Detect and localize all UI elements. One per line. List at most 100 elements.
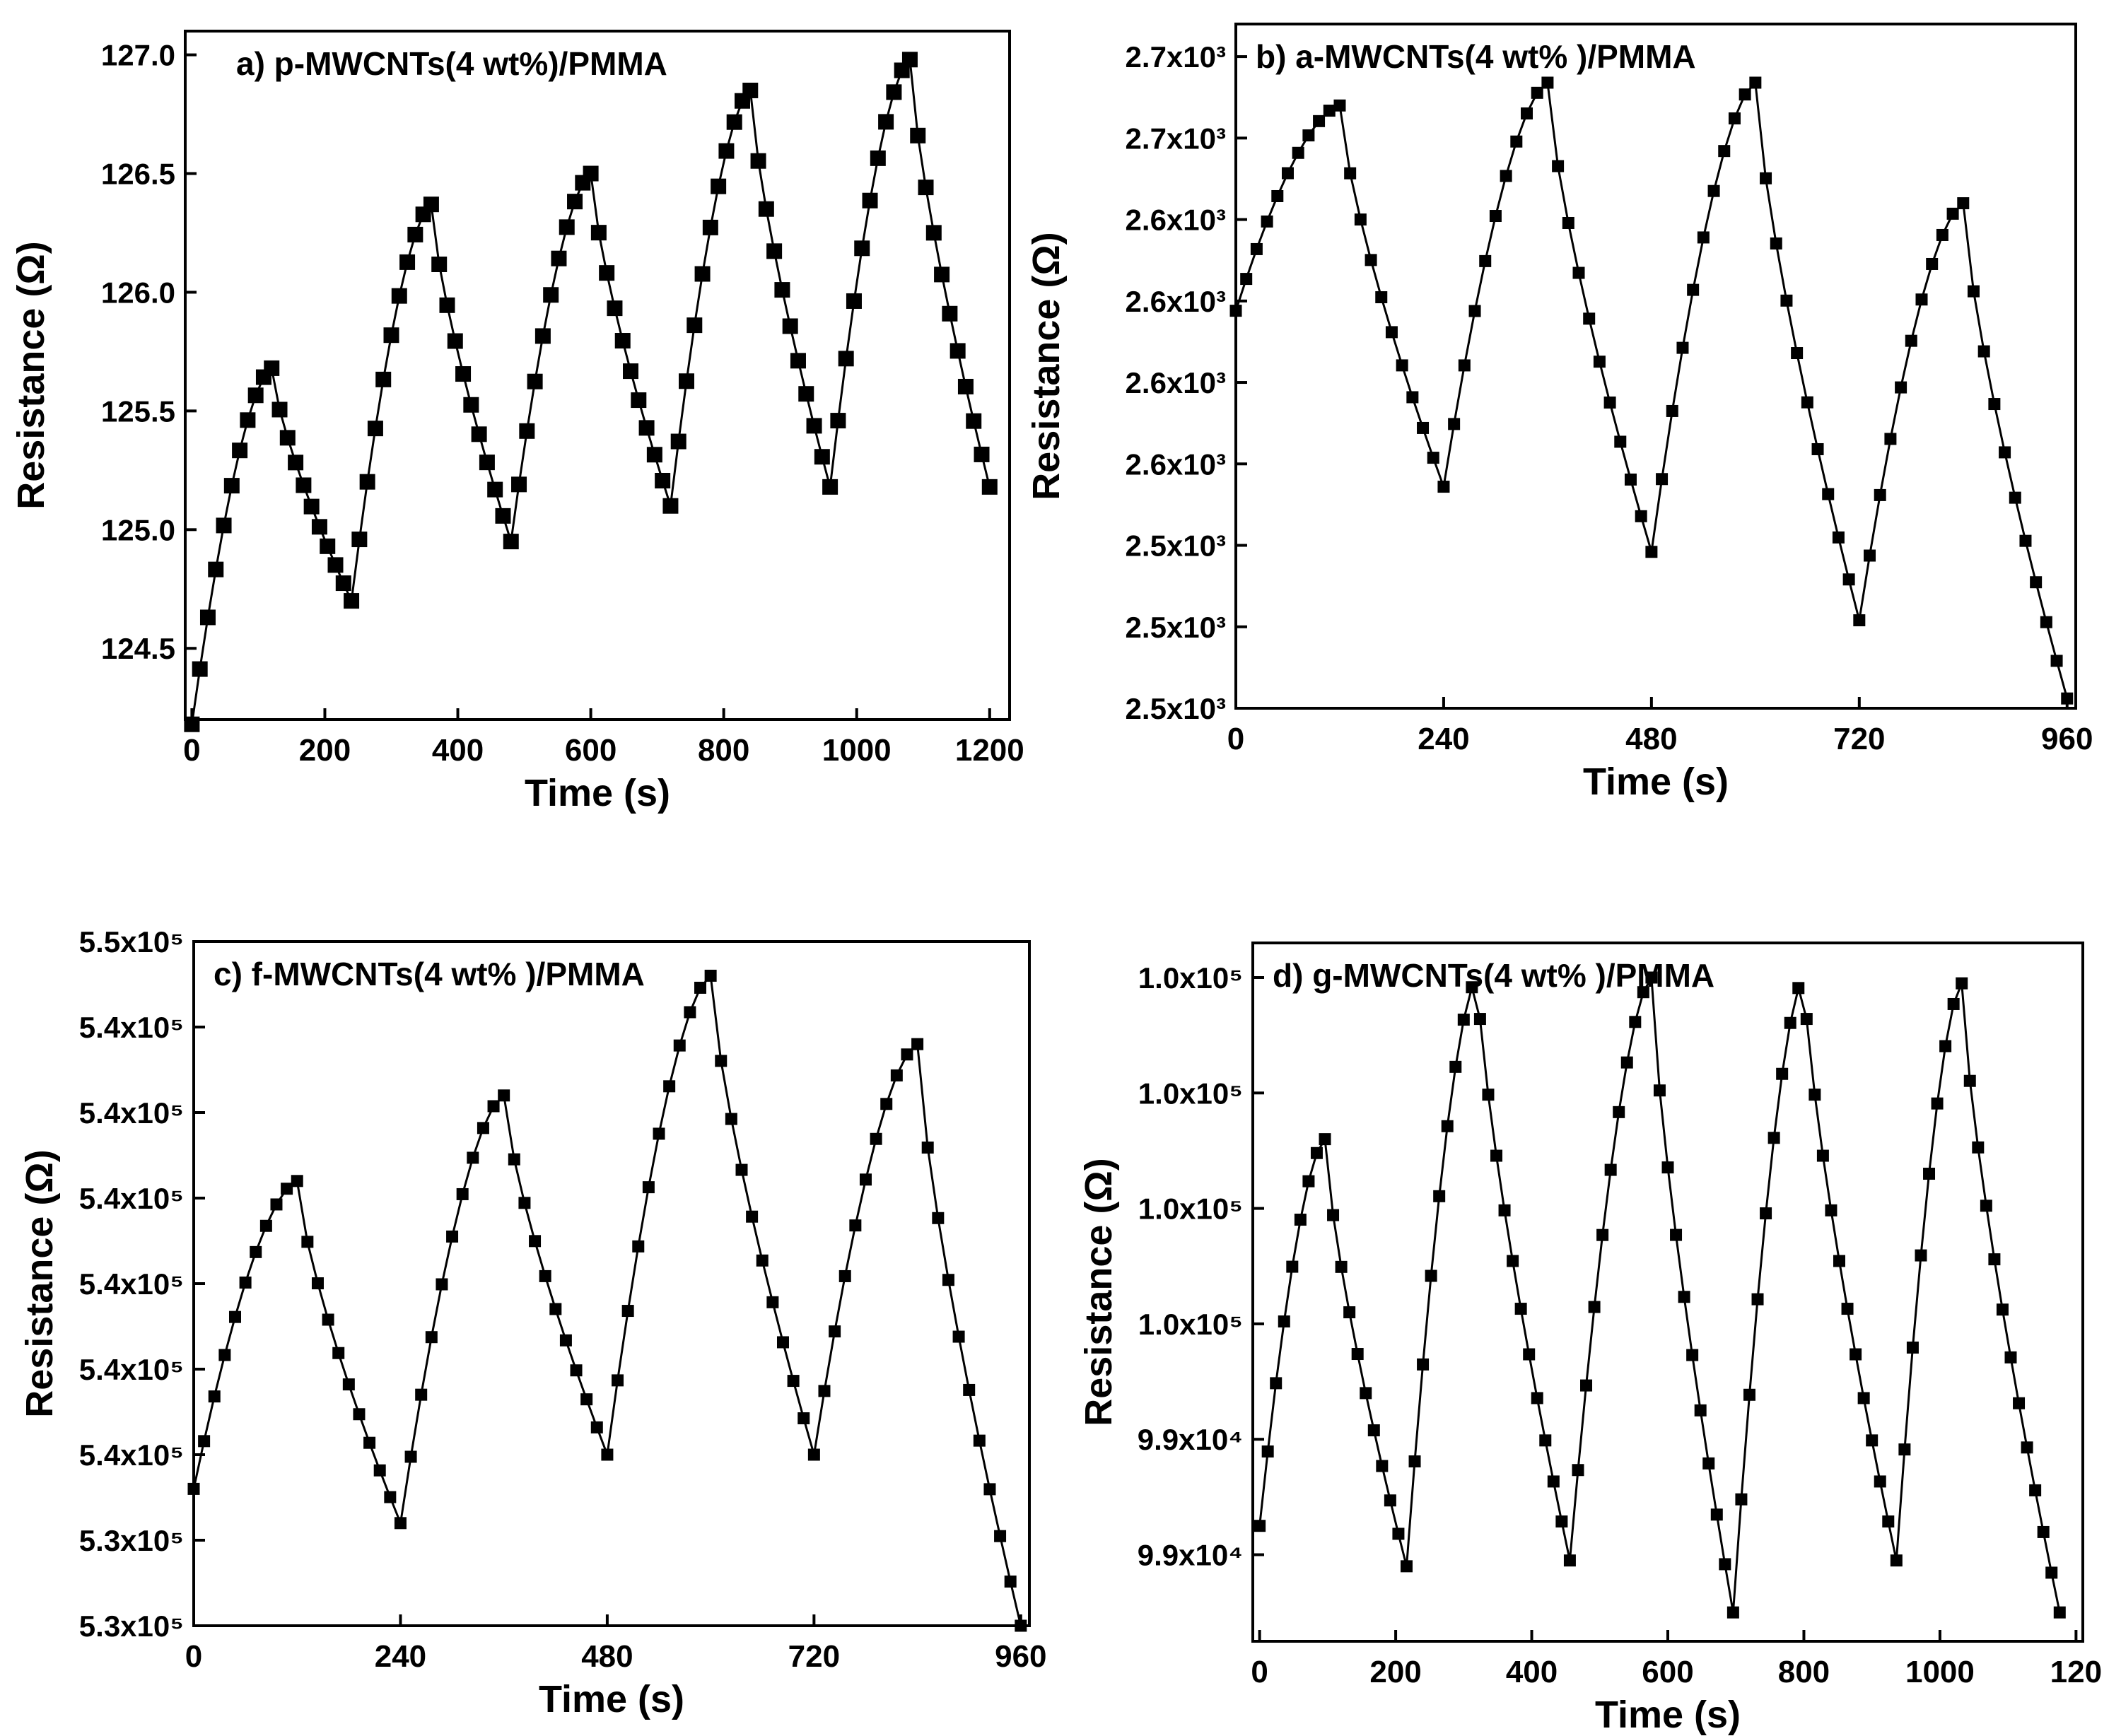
data-point	[467, 1151, 479, 1164]
data-point	[746, 1210, 759, 1223]
data-point	[327, 557, 344, 573]
data-point	[549, 1303, 562, 1315]
data-point	[399, 254, 416, 270]
data-point	[623, 363, 639, 380]
data-point	[776, 1336, 789, 1349]
data-point	[583, 165, 599, 182]
y-axis-label: Resistance (Ω)	[10, 241, 52, 509]
data-point	[1739, 88, 1751, 101]
x-tick-label: 0	[1251, 1655, 1268, 1689]
data-point	[1816, 1149, 1829, 1162]
data-point	[1449, 1060, 1462, 1073]
data-point	[822, 479, 839, 495]
y-tick-label: 126.0	[101, 276, 175, 309]
data-point	[1555, 1515, 1568, 1527]
chart-b: 0 240 480 720 960 2.5x10³ 2.5x10³ 2.5x10³ 2.6x10…	[1025, 23, 2093, 803]
data-point	[638, 420, 655, 436]
data-point	[612, 1374, 624, 1387]
data-point	[921, 1142, 934, 1154]
data-point	[1947, 997, 1960, 1010]
data-point	[281, 1183, 293, 1195]
x-tick-label: 400	[432, 733, 484, 768]
data-point	[439, 297, 455, 313]
data-point	[870, 150, 886, 166]
data-point	[353, 1408, 366, 1421]
data-point	[534, 328, 551, 344]
data-point	[646, 447, 662, 463]
data-point	[240, 412, 256, 428]
data-point	[1874, 1475, 1886, 1488]
data-point	[1676, 341, 1689, 354]
y-tick-label: 9.9x10⁴	[1138, 1539, 1243, 1572]
data-point	[725, 1113, 737, 1125]
x-axis-label: Time (s)	[1583, 761, 1729, 803]
data-point	[322, 1313, 334, 1326]
y-tick-label: 1.0x10⁵	[1138, 961, 1243, 995]
x-tick-label: 240	[375, 1639, 426, 1674]
y-tick-label: 2.6x10³	[1126, 204, 1226, 237]
data-point	[1588, 1301, 1601, 1313]
data-point	[901, 1048, 913, 1061]
data-point	[320, 538, 336, 554]
data-point	[1596, 1228, 1609, 1241]
y-axis-label: Resistance (Ω)	[1077, 1158, 1120, 1426]
data-point	[518, 1197, 531, 1209]
data-point	[1882, 1515, 1895, 1527]
data-point	[790, 353, 806, 369]
data-point	[1768, 1132, 1780, 1144]
data-point	[1719, 1558, 1731, 1571]
data-point	[2030, 576, 2043, 589]
data-point	[1292, 146, 1304, 159]
y-tick-label: 2.5x10³	[1126, 692, 1226, 725]
data-point	[1514, 1303, 1527, 1315]
data-point	[1726, 1606, 1739, 1619]
data-point	[1842, 573, 1855, 586]
data-point	[250, 1245, 262, 1258]
data-point	[359, 474, 375, 490]
data-point	[1710, 1508, 1723, 1521]
data-point	[1637, 986, 1649, 999]
data-point	[890, 1069, 903, 1081]
data-point	[259, 1219, 272, 1232]
data-point	[2050, 655, 2063, 667]
data-point	[503, 534, 519, 550]
data-point	[1344, 167, 1357, 180]
data-point	[1613, 1105, 1625, 1118]
data-point	[1939, 1040, 1952, 1052]
x-tick-label: 1000	[822, 733, 892, 768]
data-point	[1562, 216, 1574, 229]
plot-frame	[1251, 942, 2084, 1643]
data-point	[1977, 345, 1990, 358]
data-point	[1833, 1255, 1845, 1267]
y-axis-label: Resistance (Ω)	[18, 1149, 61, 1417]
data-point	[1735, 1493, 1748, 1506]
data-point	[271, 401, 288, 418]
data-point	[567, 194, 583, 210]
data-point	[1905, 334, 1917, 347]
data-point	[1335, 1260, 1348, 1273]
y-tick-label: 5.4x10⁵	[79, 1438, 184, 1472]
data-point	[2045, 1566, 2058, 1579]
y-tick-label: 2.7x10³	[1126, 40, 1226, 74]
data-point	[1751, 1293, 1764, 1306]
data-point	[655, 472, 671, 488]
data-point	[1319, 1133, 1331, 1146]
data-point	[1614, 435, 1627, 448]
data-point	[1800, 1013, 1813, 1026]
data-point	[966, 413, 982, 429]
data-point	[247, 387, 264, 404]
data-point	[1645, 546, 1658, 558]
x-tick-label: 400	[1506, 1655, 1558, 1689]
data-point	[1963, 1074, 1976, 1087]
data-point	[621, 1305, 634, 1318]
data-point	[1417, 421, 1430, 434]
data-point	[455, 366, 472, 382]
y-tick-label: 5.3x10⁵	[79, 1524, 184, 1557]
data-point	[782, 318, 798, 334]
data-point	[1286, 1260, 1299, 1273]
data-point	[2037, 1525, 2050, 1538]
data-point	[758, 201, 774, 217]
data-point	[463, 397, 479, 413]
data-point	[1620, 1056, 1633, 1069]
data-point	[878, 114, 894, 130]
